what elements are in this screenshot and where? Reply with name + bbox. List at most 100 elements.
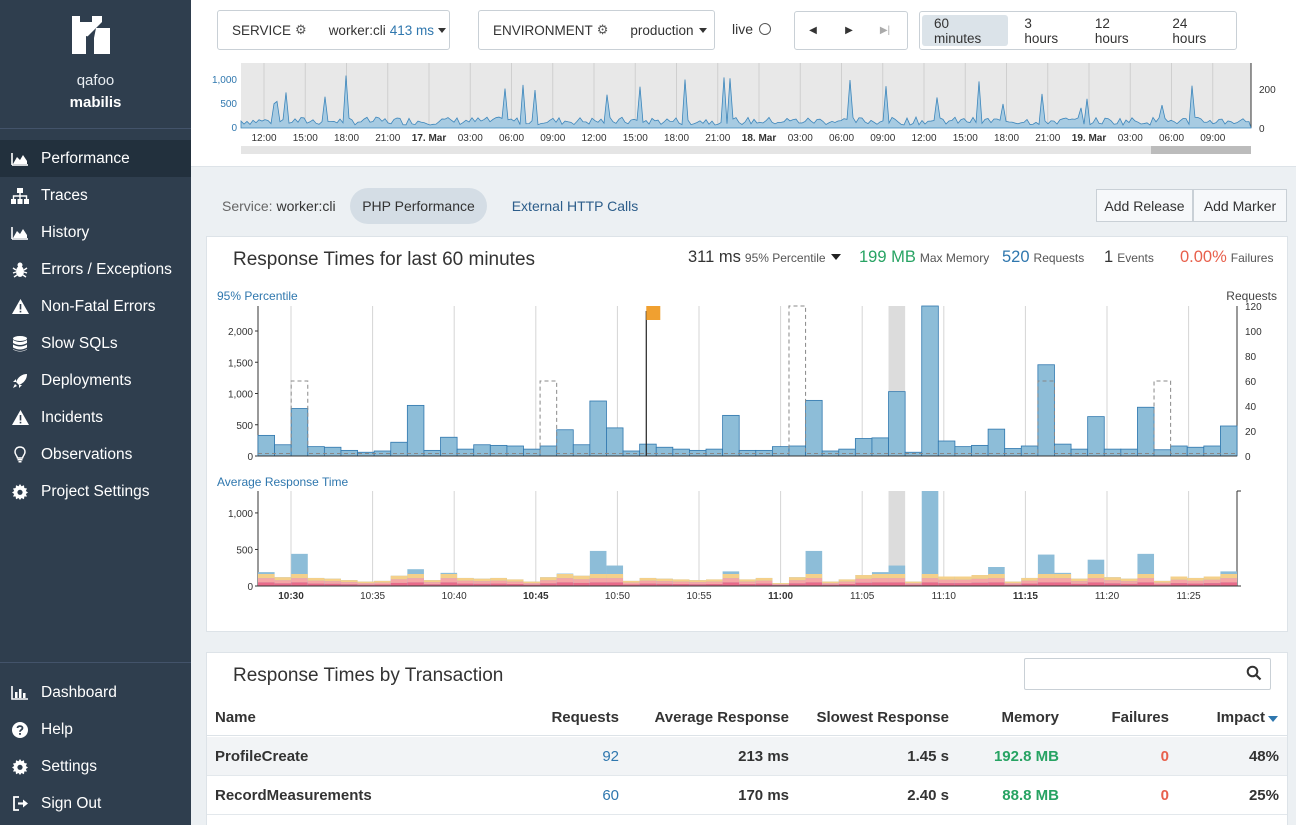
service-label: SERVICE — [232, 22, 292, 38]
chart1-bar — [1054, 443, 1072, 457]
overview-y-tick: 500 — [220, 99, 237, 110]
chart1-title: 95% Percentile — [217, 289, 298, 303]
area-chart-icon — [11, 224, 29, 242]
overview-x-label: 21:00 — [705, 133, 730, 144]
cell-memory: 88.8 MB — [1002, 787, 1059, 804]
col-name[interactable]: Name — [215, 709, 256, 726]
stat-requests-value: 520 — [1002, 248, 1030, 266]
bug-icon — [11, 261, 29, 279]
sidebar-bottom-nav: Dashboard Help Settings Sign Out — [0, 674, 191, 822]
table-row[interactable]: RecordMeasurements 60 170 ms 2.40 s 88.8 MB 0… — [207, 776, 1287, 815]
chart1-y-tick: 0 — [247, 452, 253, 463]
gear-icon: ⚙ — [596, 22, 609, 37]
transaction-name[interactable]: ProfileCreate — [215, 748, 309, 765]
col-failures[interactable]: Failures — [1111, 709, 1169, 726]
col-average-response[interactable]: Average Response — [654, 709, 789, 726]
chart-x-label: 10:40 — [442, 591, 467, 602]
sidebar-item-non-fatal-errors[interactable]: Non-Fatal Errors — [0, 288, 191, 325]
sidebar-item-deployments[interactable]: Deployments — [0, 362, 191, 399]
time-range-24-hours[interactable]: 24 hours — [1172, 15, 1207, 46]
sidebar-item-sign-out[interactable]: Sign Out — [0, 785, 191, 822]
sidebar-item-settings[interactable]: Settings — [0, 748, 191, 785]
sidebar-item-observations[interactable]: Observations — [0, 436, 191, 473]
database-icon — [11, 335, 29, 353]
chart1-bar — [1070, 448, 1089, 457]
chart1-bar — [1137, 406, 1155, 457]
chart1-bar — [622, 450, 641, 457]
gear-icon — [11, 483, 29, 501]
cell-failures: 0 — [1160, 787, 1169, 804]
tab-php-performance[interactable]: PHP Performance — [350, 188, 487, 224]
search-icon[interactable] — [1246, 665, 1262, 686]
sidebar-item-project-settings[interactable]: Project Settings — [0, 473, 191, 510]
col-memory[interactable]: Memory — [1001, 709, 1059, 726]
avg-response-chart[interactable]: Average Response Time 1,000 500 0 10:30 10:35… — [207, 472, 1287, 612]
chart-x-label: 10:30 — [278, 591, 304, 602]
col-impact[interactable]: Impact — [1216, 709, 1265, 726]
transaction-search-input[interactable] — [1031, 659, 1241, 687]
sidebar-item-label: Help — [41, 720, 73, 738]
stat-memory-label: Max Memory — [919, 251, 990, 265]
overview-x-label: 09:00 — [540, 133, 565, 144]
table-row[interactable]: ProfileCreate 92 213 ms 1.45 s 192.8 MB 0 48% — [207, 737, 1287, 776]
next-icon[interactable]: ▶ — [845, 25, 853, 36]
stat-events-value: 1 — [1104, 248, 1114, 266]
chart1-bar — [1220, 425, 1238, 457]
sidebar-item-dashboard[interactable]: Dashboard — [0, 674, 191, 711]
sidebar-item-slow-sqls[interactable]: Slow SQLs — [0, 325, 191, 362]
cell-requests[interactable]: 92 — [602, 748, 619, 765]
time-range-60-minutes[interactable]: 60 minutes — [922, 15, 1009, 46]
sidebar-divider — [0, 128, 191, 129]
tab-external-http-calls[interactable]: External HTTP Calls — [511, 198, 639, 214]
chart1-bar — [307, 446, 325, 457]
transaction-name[interactable]: RecordMeasurements — [215, 787, 372, 804]
chart1-right-title: Requests — [1226, 289, 1277, 303]
overview-x-label: 19. Mar — [1072, 133, 1107, 144]
cell-slowest-response: 2.40 s — [907, 787, 949, 804]
chart-x-label: 11:00 — [768, 591, 793, 602]
overview-y-tick: 0 — [231, 123, 237, 134]
lightbulb-icon — [11, 446, 29, 464]
cell-requests[interactable]: 60 — [602, 787, 619, 804]
sidebar-divider — [0, 662, 191, 663]
live-toggle[interactable]: live — [732, 21, 772, 37]
add-release-button[interactable]: Add Release — [1096, 189, 1193, 222]
sidebar-item-label: Errors / Exceptions — [41, 260, 172, 278]
sidebar-item-help[interactable]: Help — [0, 711, 191, 748]
overview-chart[interactable]: 1,000 500 0 200 0 12:00 15:00 18:00 21:00 17. Mar… — [191, 58, 1296, 158]
time-range-3-hours[interactable]: 3 hours — [1024, 15, 1059, 46]
cell-slowest-response: 1.45 s — [907, 748, 949, 765]
overview-x-label: 12:00 — [911, 133, 936, 144]
chart1-y-tick: 2,000 — [228, 327, 253, 338]
sidebar-item-label: Settings — [41, 757, 98, 775]
chart1-bar — [489, 444, 508, 457]
bar-chart-icon — [11, 684, 29, 702]
chart1-bar — [340, 449, 358, 457]
sidebar-item-label: Non-Fatal Errors — [41, 297, 156, 315]
prev-icon[interactable]: ◀ — [809, 25, 817, 36]
time-range-12-hours[interactable]: 12 hours — [1094, 15, 1129, 46]
sidebar-item-performance[interactable]: Performance — [0, 140, 191, 177]
overview-x-label: 15:00 — [293, 133, 318, 144]
tideways-logo[interactable] — [72, 16, 110, 54]
col-slowest-response[interactable]: Slowest Response — [816, 709, 949, 726]
skip-to-end-icon[interactable]: ▶| — [879, 25, 891, 36]
chart2-y-tick: 1,000 — [228, 509, 253, 520]
sidebar-item-label: Sign Out — [41, 794, 102, 812]
stat-percentile[interactable]: 311 ms 95% Percentile — [688, 248, 841, 267]
percentile-chart[interactable]: 95% Percentile Requests 2,000 1,500 1,000 500… — [207, 286, 1287, 466]
col-requests[interactable]: Requests — [551, 709, 619, 726]
stat-percentile-label: 95% Percentile — [744, 251, 826, 265]
sitemap-icon — [11, 187, 29, 205]
environment-selector[interactable]: ENVIRONMENT ⚙ production — [478, 10, 715, 50]
sidebar-item-incidents[interactable]: Incidents — [0, 399, 191, 436]
sidebar-item-errors-exceptions[interactable]: Errors / Exceptions — [0, 251, 191, 288]
service-selector[interactable]: SERVICE ⚙ worker:cli 413 ms — [217, 10, 450, 50]
sidebar-item-traces[interactable]: Traces — [0, 177, 191, 214]
event-marker-icon[interactable] — [646, 306, 661, 320]
add-marker-button[interactable]: Add Marker — [1193, 189, 1287, 222]
stat-events: 1 Events — [1104, 248, 1154, 267]
transaction-search — [1024, 658, 1271, 690]
sidebar-item-history[interactable]: History — [0, 214, 191, 251]
overview-x-label: 18:00 — [334, 133, 359, 144]
